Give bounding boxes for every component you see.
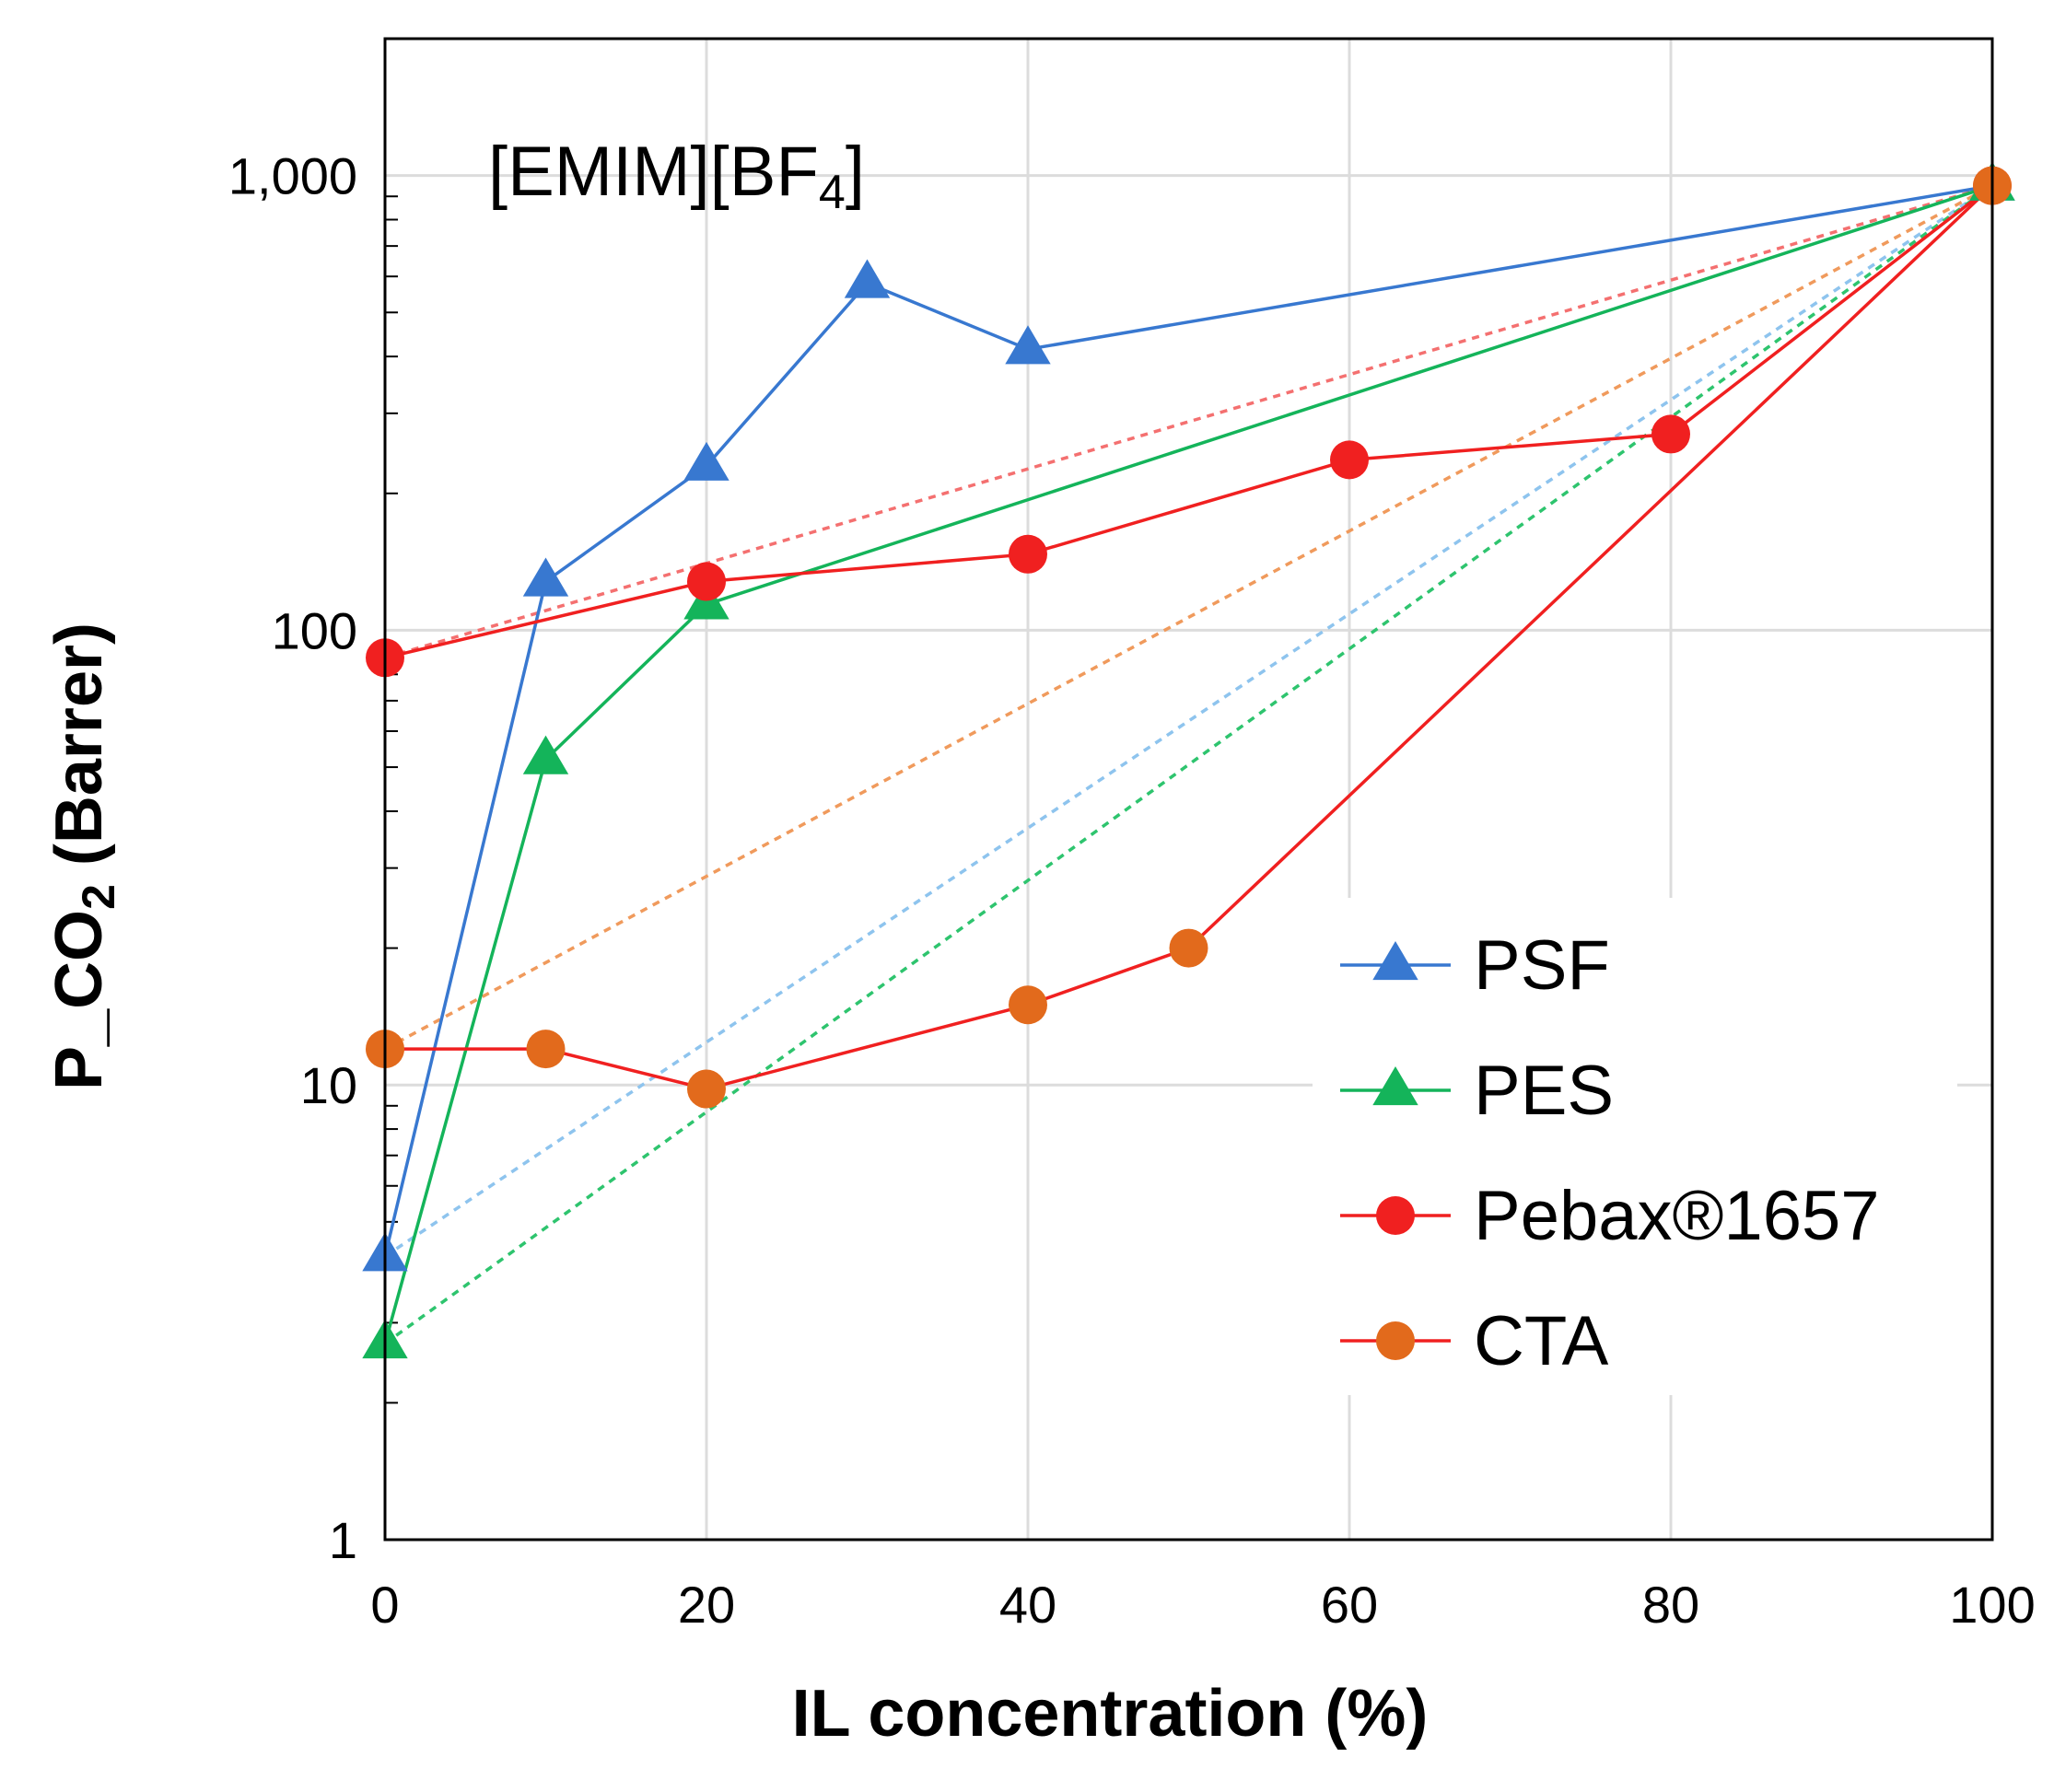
pebax-1657-point [1009,534,1047,574]
y-tick-label: 1,000 [228,147,357,205]
annotation-label: [EMIM][BF4] [488,133,865,219]
legend-background [1313,898,1957,1395]
cta-point [687,1069,726,1109]
legend-label-pes: PES [1474,1052,1614,1130]
y-tick-label: 100 [272,601,357,659]
psf-ideal-line [384,184,1993,1258]
y-tick-label: 1 [329,1511,357,1569]
cta-point [1009,985,1047,1025]
x-tick-label: 40 [999,1576,1056,1634]
legend-marker-cta [1376,1321,1415,1360]
pebax-1657-ideal-line [384,183,1993,659]
y-tick-labels: 1 10 100 1,000 [228,147,357,1569]
x-tick-label: 0 [370,1576,399,1634]
pebax-1657-point [1651,414,1690,454]
pebax-1657-point [687,562,726,601]
x-tick-label: 100 [1949,1576,2035,1634]
cta-point [526,1030,566,1069]
legend-label-cta: CTA [1474,1302,1609,1380]
pes-series-line [383,183,1993,1344]
legend-label-pebax-1657: Pebax®1657 [1474,1177,1880,1255]
legend: PSF PES Pebax®1657 CTA [1313,898,1957,1395]
psf-point [522,557,569,597]
legend-marker-psf [1372,941,1418,981]
x-tick-label: 80 [1642,1576,1699,1634]
cta-series-line [385,184,1994,1091]
series-lines [383,183,1994,1344]
pebax-1657-series-line [384,184,1994,659]
legend-marker-pebax-1657 [1376,1196,1415,1235]
x-axis-title: IL concentration (%) [792,1677,1429,1751]
legend-marker-pes [1372,1066,1418,1106]
cta-point [1169,928,1208,968]
psf-point [844,259,891,298]
x-tick-label: 20 [678,1576,735,1634]
pes-point [522,735,569,774]
psf-point [1005,325,1051,365]
y-axis-title: P_CO2 (Barrer) [42,623,124,1090]
ideal-lines [383,183,1994,1345]
x-tick-labels: 0 20 40 60 80 100 [370,1576,2035,1634]
cta-ideal-line [384,184,1993,1051]
pebax-1657-point [1330,440,1369,480]
legend-label-psf: PSF [1474,926,1610,1005]
psf-point [683,441,729,481]
y-tick-label: 10 [300,1056,357,1114]
plot-frame [383,37,1994,1542]
x-tick-label: 60 [1321,1576,1378,1634]
pes-ideal-line [383,184,1994,1345]
psf-series-line [383,183,1993,1257]
